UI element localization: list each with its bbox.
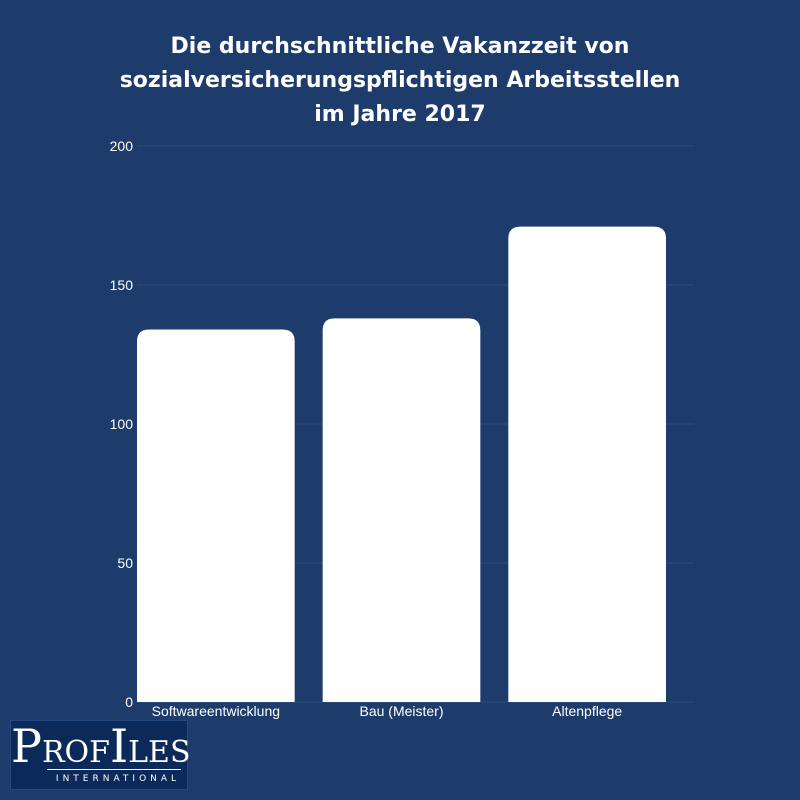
profiles-international-logo: PROFILES INTERNATIONAL xyxy=(10,720,191,790)
y-tick-label: 150 xyxy=(110,277,134,293)
logo-letter-i: I xyxy=(109,719,129,773)
y-axis-ticks: 0 50 100 150 200 xyxy=(110,138,134,710)
y-tick-label: 50 xyxy=(117,555,133,571)
bar-3 xyxy=(508,226,666,702)
logo-letter-p: P xyxy=(11,719,42,773)
y-tick-label: 100 xyxy=(110,416,134,432)
logo-letters-rof: ROF xyxy=(41,735,110,770)
bar-2 xyxy=(322,318,481,702)
logo-subtitle: INTERNATIONAL xyxy=(55,774,181,784)
bar-1 xyxy=(137,329,295,702)
x-tick-label: Bau (Meister) xyxy=(359,703,443,719)
bars xyxy=(137,226,666,702)
chart-title-line-2: sozialversicherungspflichtigen Arbeitsst… xyxy=(119,68,681,93)
logo-letters-les: LES xyxy=(128,735,191,770)
x-axis-labels: Softwareentwicklung Bau (Meister) Altenpfl… xyxy=(152,703,623,719)
y-tick-label: 0 xyxy=(125,694,133,710)
logo-divider xyxy=(47,769,181,770)
logo-wordmark: PROFILES xyxy=(11,723,191,775)
y-tick-label: 200 xyxy=(110,138,134,154)
x-tick-label: Altenpflege xyxy=(552,703,622,719)
x-tick-label: Softwareentwicklung xyxy=(152,703,280,719)
chart-title: Die durchschnittliche Vakanzzeit von soz… xyxy=(0,30,800,132)
chart-title-line-1: Die durchschnittliche Vakanzzeit von xyxy=(170,34,630,59)
chart-title-line-3: im Jahre 2017 xyxy=(314,102,486,127)
